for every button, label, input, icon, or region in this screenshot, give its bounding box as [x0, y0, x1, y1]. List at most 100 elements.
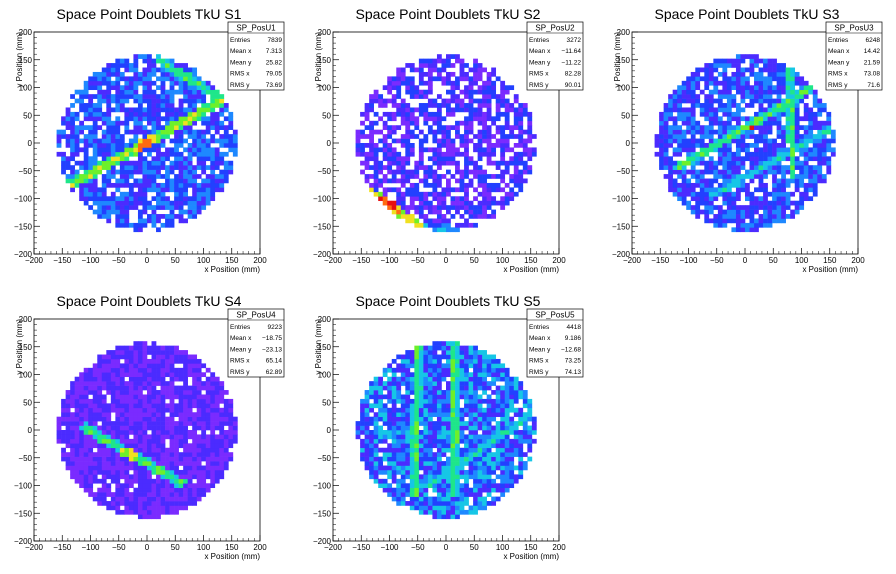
heatmap-cell: [101, 434, 107, 440]
heatmap-cell: [405, 381, 411, 386]
heatmap-cell: [205, 456, 211, 462]
heatmap-cell: [405, 501, 411, 506]
heatmap-cell: [196, 478, 202, 484]
heatmap-cell: [360, 129, 365, 135]
heatmap-cell: [717, 71, 723, 77]
heatmap-cell: [740, 125, 746, 130]
heatmap-cell: [686, 147, 692, 153]
heatmap-cell: [427, 505, 433, 511]
heatmap-cell: [196, 151, 202, 157]
heatmap-cell: [776, 169, 782, 175]
heatmap-cell: [717, 107, 723, 113]
heatmap-cell: [391, 200, 397, 206]
stats-value: 9223: [268, 324, 283, 331]
heatmap-cell: [97, 151, 103, 157]
heatmap-cell: [391, 474, 397, 480]
heatmap-cell: [115, 372, 121, 378]
heatmap-cell: [418, 160, 424, 166]
heatmap-cell: [119, 412, 125, 417]
heatmap-cell: [174, 71, 179, 77]
heatmap-cell: [455, 222, 460, 228]
heatmap-cell: [740, 187, 746, 193]
heatmap-cell: [405, 372, 411, 378]
heatmap-cell: [65, 138, 71, 144]
heatmap-cell: [156, 85, 161, 91]
heatmap-cell: [722, 165, 728, 170]
heatmap-cell: [758, 85, 764, 91]
heatmap-cell: [205, 381, 211, 386]
heatmap-cell: [165, 425, 170, 431]
heatmap-cell: [754, 196, 759, 202]
heatmap-cell: [486, 71, 492, 77]
heatmap-cell: [106, 63, 112, 68]
heatmap-cell: [142, 465, 148, 471]
heatmap-cell: [450, 63, 456, 68]
y-tick-label: 50: [322, 111, 331, 120]
heatmap-cell: [763, 67, 768, 73]
heatmap-cell: [219, 111, 225, 117]
heatmap-cell: [183, 487, 188, 493]
heatmap-cell: [745, 116, 750, 122]
heatmap-cell: [477, 103, 483, 108]
heatmap-cell: [446, 71, 451, 77]
heatmap-cell: [183, 67, 188, 73]
heatmap-cell: [364, 425, 370, 431]
heatmap-cell: [183, 358, 188, 364]
heatmap-cell: [441, 76, 447, 82]
heatmap-cell: [364, 156, 370, 162]
heatmap-cell: [763, 147, 768, 153]
heatmap-cell: [70, 125, 75, 130]
x-tick-label: 50: [171, 543, 180, 552]
heatmap-cell: [79, 469, 85, 475]
heatmap-cell: [427, 403, 433, 409]
heatmap-cell: [726, 138, 732, 144]
heatmap-cell: [156, 111, 161, 117]
heatmap-cell: [88, 134, 94, 139]
heatmap-cell: [128, 407, 134, 413]
heatmap-cell: [101, 465, 107, 471]
heatmap-cell: [423, 505, 429, 511]
heatmap-cell: [137, 120, 143, 126]
heatmap-cell: [115, 443, 121, 449]
heatmap-cell: [169, 416, 175, 422]
heatmap-cell: [192, 147, 198, 153]
heatmap-cell: [391, 209, 397, 215]
heatmap-cell: [355, 151, 361, 157]
heatmap-cell: [464, 165, 469, 170]
heatmap-cell: [735, 138, 741, 144]
heatmap-cell: [228, 147, 234, 153]
heatmap-cell: [414, 85, 420, 91]
heatmap-cell: [504, 125, 510, 130]
heatmap-cell: [364, 151, 370, 157]
heatmap-cell: [79, 474, 85, 480]
heatmap-cell: [772, 165, 777, 170]
heatmap-cell: [396, 394, 402, 400]
heatmap-cell: [382, 478, 388, 484]
heatmap-cell: [156, 182, 161, 188]
heatmap-cell: [468, 80, 474, 86]
heatmap-cell: [677, 94, 683, 99]
heatmap-cell: [677, 103, 683, 108]
heatmap-cell: [124, 116, 130, 122]
heatmap-cell: [196, 200, 202, 206]
heatmap-cell: [151, 209, 157, 215]
heatmap-cell: [763, 151, 768, 157]
heatmap-cell: [169, 447, 175, 453]
heatmap-cell: [70, 398, 75, 404]
heatmap-cell: [88, 129, 94, 135]
heatmap-cell: [418, 385, 424, 391]
heatmap-cell: [124, 478, 130, 484]
heatmap-cell: [713, 143, 719, 148]
heatmap-cell: [722, 120, 728, 126]
heatmap-cell: [156, 67, 161, 73]
heatmap-cell: [137, 438, 143, 444]
heatmap-cell: [174, 89, 179, 95]
heatmap-cell: [92, 71, 98, 77]
heatmap-cell: [79, 412, 85, 417]
heatmap-cell: [681, 107, 687, 113]
heatmap-cell: [192, 138, 198, 144]
heatmap-cell: [781, 129, 786, 135]
heatmap-cell: [151, 103, 157, 108]
heatmap-cell: [56, 138, 62, 144]
heatmap-cell: [360, 412, 365, 417]
